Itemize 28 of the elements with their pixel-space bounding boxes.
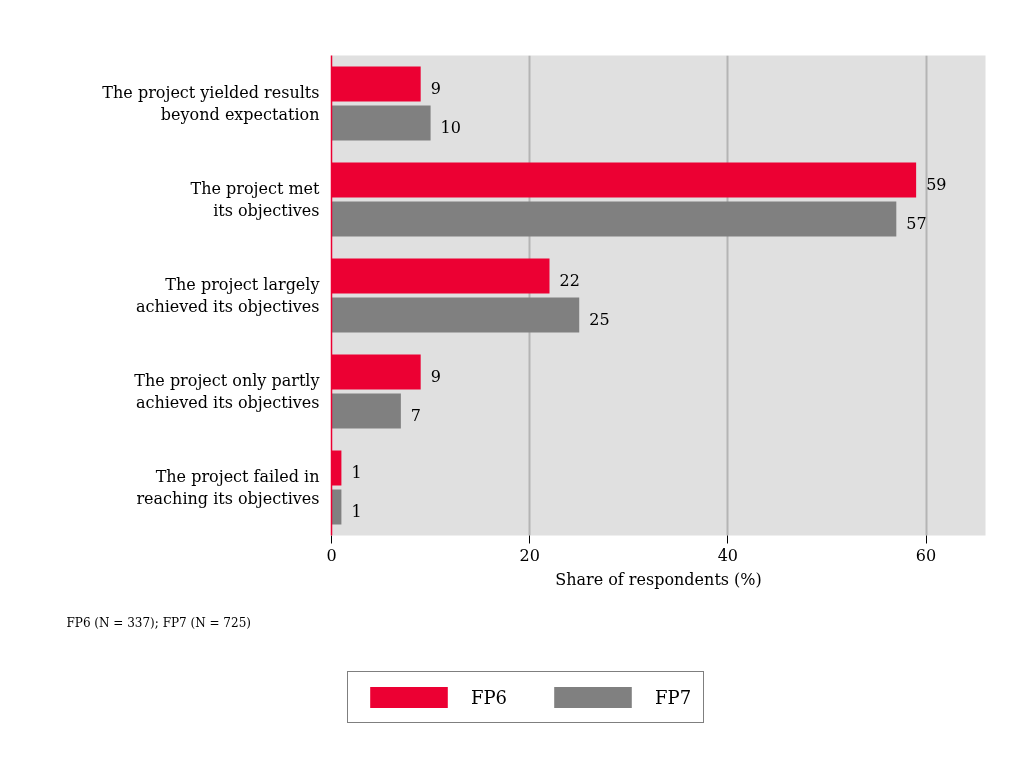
data-label: 1 (351, 463, 362, 483)
data-label: 25 (589, 309, 610, 329)
data-label: 7 (410, 405, 422, 425)
y-tick-label: The project only partly achieved its objectives (134, 370, 320, 413)
x-tick-label: 0 (326, 545, 337, 565)
data-label: 22 (559, 271, 580, 291)
bar (331, 393, 401, 429)
y-tick-label: The project met its objectives (190, 178, 321, 221)
legend-label: FP7 (655, 686, 692, 708)
data-label: 9 (430, 79, 441, 99)
legend-label: FP6 (471, 686, 508, 708)
data-label: 59 (926, 175, 947, 195)
y-tick-label: The project failed in reaching its objectives (136, 466, 320, 509)
y-tick-label: The project largely achieved its objectives (135, 274, 320, 317)
data-label: 9 (430, 367, 441, 387)
bar (331, 297, 580, 333)
x-tick-label: 20 (519, 545, 540, 565)
data-label: 10 (440, 117, 461, 137)
text: FP6 (N = 337); FP7 (N = 725) (66, 615, 251, 630)
y-tick-label: The project yielded results beyond expectation (102, 82, 320, 125)
data-label: 57 (906, 213, 927, 233)
bar (331, 201, 897, 237)
x-axis-title: Share of respondents (%) (555, 569, 762, 589)
bar (331, 489, 342, 525)
x-tick-label: 60 (915, 545, 937, 565)
x-tick-label: 40 (717, 545, 739, 565)
bar (331, 105, 431, 141)
data-label: 1 (351, 501, 362, 521)
